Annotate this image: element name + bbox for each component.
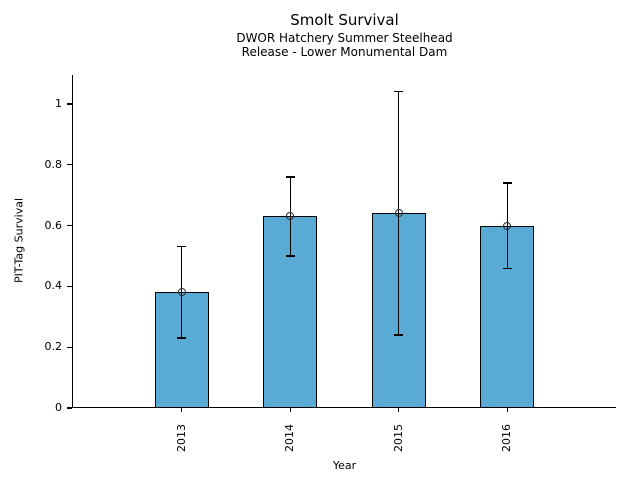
y-axis-spine [71, 75, 73, 408]
error-cap-top-2013 [177, 246, 187, 248]
error-cap-bottom-2016 [502, 267, 512, 269]
point-marker-2015 [394, 209, 403, 218]
chart-subtitle-line-2: Release - Lower Monumental Dam [241, 45, 448, 60]
error-cap-bottom-2013 [177, 337, 187, 339]
x-tick-mark [181, 408, 183, 412]
chart-header: Smolt Survival DWOR Hatchery Summer Stee… [73, 11, 616, 60]
y-tick-label: 0.4 [44, 279, 63, 293]
y-axis-label: PIT-Tag Survival [12, 198, 26, 284]
x-tick-label-2015: 2015 [391, 424, 405, 452]
y-tick-mark [67, 103, 72, 105]
y-tick-mark [67, 346, 72, 348]
x-tick-mark [289, 408, 291, 412]
y-tick-label: 0.8 [44, 157, 63, 171]
point-marker-2013 [177, 288, 186, 297]
y-tick-mark [67, 225, 72, 227]
x-tick-label-2016: 2016 [500, 424, 514, 452]
y-tick-label: 0 [55, 401, 62, 414]
bar-2014 [263, 216, 318, 408]
x-tick-label-2013: 2013 [174, 424, 188, 452]
error-cap-top-2015 [394, 91, 404, 93]
chart-subtitle-line-1: DWOR Hatchery Summer Steelhead [236, 31, 453, 46]
y-tick-label: 0.6 [44, 218, 63, 232]
y-tick-label: 0.2 [44, 340, 63, 354]
error-cap-bottom-2015 [394, 334, 404, 336]
error-cap-bottom-2014 [285, 255, 295, 257]
x-tick-mark [398, 408, 400, 412]
point-marker-2016 [503, 221, 512, 230]
point-marker-2014 [286, 212, 295, 221]
y-tick-label: 1 [55, 97, 62, 110]
error-cap-top-2016 [502, 182, 512, 184]
x-axis-label: Year [332, 459, 357, 472]
y-tick-mark [67, 285, 72, 287]
error-cap-top-2014 [285, 176, 295, 178]
x-axis-spine [71, 406, 616, 408]
x-tick-label-2014: 2014 [283, 424, 297, 452]
x-tick-mark [506, 408, 508, 412]
y-tick-mark [67, 164, 72, 166]
chart-title: Smolt Survival [290, 11, 399, 29]
y-tick-mark [67, 407, 72, 409]
